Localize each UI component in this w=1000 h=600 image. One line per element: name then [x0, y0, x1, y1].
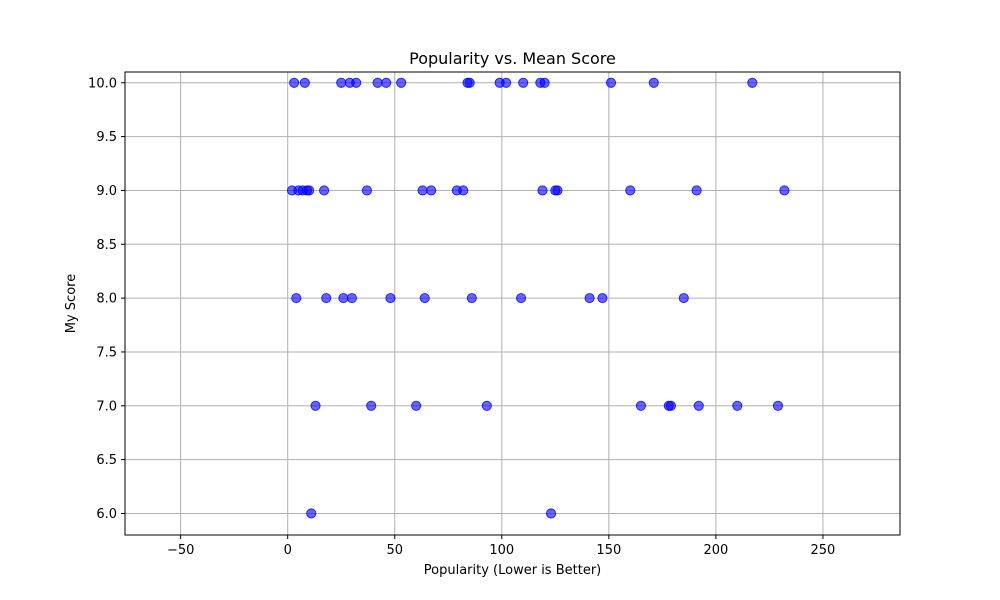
y-tick-label: 8.5	[96, 238, 117, 253]
data-point	[310, 400, 321, 411]
data-point	[321, 293, 332, 304]
data-point	[516, 293, 527, 304]
x-tick-label: −50	[167, 543, 194, 558]
data-point	[501, 77, 512, 88]
data-point	[648, 77, 659, 88]
chart-title: Popularity vs. Mean Score	[409, 49, 616, 68]
data-point	[635, 400, 647, 411]
data-points	[286, 77, 790, 519]
grid	[125, 72, 900, 535]
data-point	[366, 400, 377, 411]
data-point	[464, 77, 475, 88]
data-point	[299, 77, 310, 88]
data-point	[346, 293, 357, 304]
data-point	[779, 185, 790, 196]
y-tick-label: 6.0	[96, 507, 117, 522]
y-tick-label: 9.0	[96, 184, 117, 199]
data-point	[481, 400, 492, 411]
data-point	[381, 77, 392, 88]
data-point	[605, 77, 617, 88]
y-tick-label: 7.0	[96, 399, 117, 414]
y-tick-label: 7.5	[96, 345, 117, 360]
data-point	[539, 77, 550, 88]
data-point	[417, 185, 428, 196]
data-point	[747, 77, 758, 88]
data-point	[625, 185, 636, 196]
data-point	[411, 400, 422, 411]
data-point	[338, 293, 349, 304]
data-point	[385, 293, 396, 304]
data-point	[597, 293, 608, 304]
data-point	[545, 508, 557, 519]
data-point	[304, 185, 315, 196]
data-point	[419, 293, 430, 304]
data-point	[291, 293, 302, 304]
data-point	[518, 77, 529, 88]
data-point	[458, 185, 469, 196]
data-point	[772, 400, 784, 411]
data-point	[361, 185, 372, 196]
y-axis: 6.0 6.5 7.0 7.5 8.0 8.5 9.0 9.5 10.0	[88, 76, 125, 522]
x-axis-label: Popularity (Lower is Better)	[424, 563, 601, 578]
x-tick-label: 200	[703, 543, 728, 558]
data-point	[289, 77, 300, 88]
x-tick-label: 250	[811, 543, 836, 558]
x-axis: −50 0 50 100 150 200 250	[167, 535, 835, 558]
data-point	[372, 77, 383, 88]
y-tick-label: 10.0	[88, 76, 117, 91]
data-point	[336, 77, 347, 88]
data-point	[426, 185, 437, 196]
data-point	[665, 400, 676, 411]
data-point	[466, 293, 477, 304]
data-point	[306, 508, 317, 519]
plot-frame	[124, 71, 901, 536]
x-tick-label: 100	[489, 543, 514, 558]
data-point	[552, 185, 563, 196]
data-point	[732, 400, 743, 411]
data-point	[691, 185, 702, 196]
y-axis-label: My Score	[64, 274, 79, 333]
data-point	[678, 293, 689, 304]
data-point	[537, 185, 548, 196]
x-tick-label: 0	[284, 543, 292, 558]
data-point	[319, 185, 330, 196]
data-point	[693, 400, 704, 411]
x-tick-label: 50	[386, 543, 403, 558]
x-tick-label: 150	[596, 543, 621, 558]
y-tick-label: 8.0	[96, 292, 117, 307]
y-tick-label: 9.5	[96, 130, 117, 145]
data-point	[396, 77, 407, 88]
data-point	[584, 293, 595, 304]
data-point	[351, 77, 362, 88]
y-tick-label: 6.5	[96, 453, 117, 468]
